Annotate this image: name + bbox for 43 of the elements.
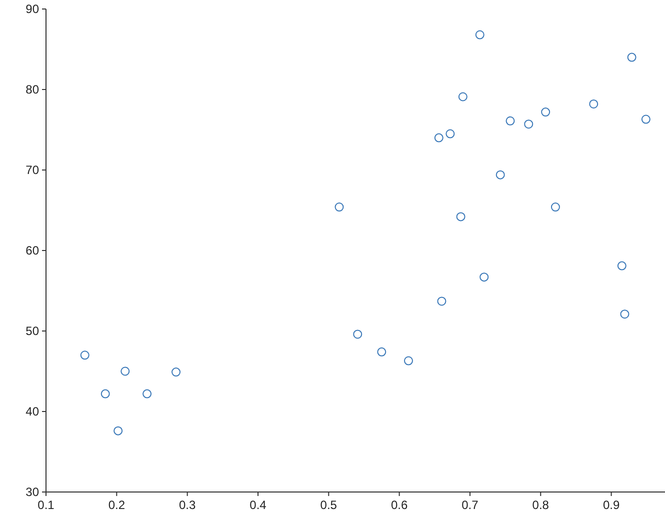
- point: [496, 170, 505, 180]
- y-tick-label: 70: [26, 163, 40, 178]
- x-tick-label: 0.1: [38, 498, 55, 512]
- point: [617, 261, 626, 270]
- x-tick-label: 0.8: [532, 498, 550, 512]
- x-tick-label: 0.4: [250, 498, 267, 512]
- y-tick-label: 80: [26, 82, 40, 97]
- point: [120, 366, 130, 376]
- point: [172, 368, 181, 377]
- point: [434, 133, 444, 142]
- x-tick-label: 0.9: [602, 498, 620, 512]
- point: [142, 389, 152, 398]
- point: [353, 330, 362, 339]
- point: [627, 52, 636, 62]
- point: [114, 426, 123, 436]
- y-tick-label: 30: [26, 485, 40, 500]
- point: [620, 310, 630, 319]
- point: [80, 350, 90, 360]
- point: [437, 296, 446, 306]
- y-tick-label: 60: [26, 244, 40, 258]
- point: [550, 202, 560, 212]
- point: [480, 272, 489, 282]
- point: [641, 114, 650, 124]
- y-tick-label: 90: [26, 2, 40, 16]
- x-tick-label: 0.2: [108, 498, 126, 512]
- point: [458, 92, 468, 102]
- x-tick-label: 0.5: [320, 498, 338, 512]
- point: [377, 347, 386, 356]
- point: [100, 389, 110, 398]
- point: [589, 100, 598, 108]
- point: [334, 202, 344, 212]
- x-tick-label: 0.6: [390, 498, 408, 512]
- x-tick-label: 0.3: [178, 498, 196, 512]
- point: [404, 356, 413, 366]
- point: [524, 120, 534, 129]
- point: [456, 212, 466, 222]
- point: [506, 116, 515, 126]
- y-tick-label: 50: [26, 324, 40, 338]
- y-tick-label: 40: [26, 404, 40, 419]
- point: [475, 30, 484, 40]
- point: [446, 129, 455, 138]
- x-tick-label: 0.7: [462, 498, 479, 512]
- point: [541, 108, 550, 117]
